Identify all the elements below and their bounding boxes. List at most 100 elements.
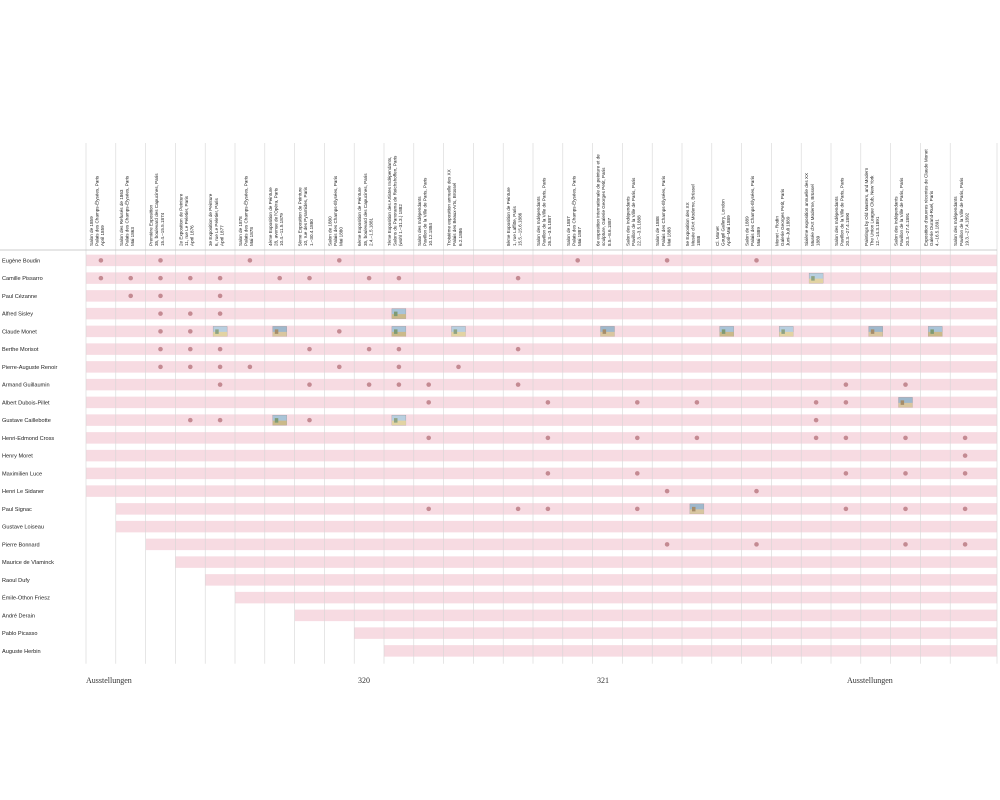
column-header-line: Mai 1878	[249, 227, 254, 246]
column-header-line: sculpture, Galerie Georges Petit, Paris	[601, 167, 606, 246]
exhibition-dot	[575, 258, 580, 263]
exhibition-dot	[188, 329, 193, 334]
row-band	[86, 432, 997, 444]
column-header: 6ème Exposition de Peinture35, boulevard…	[357, 173, 373, 246]
column-header-line: 28, avenue de l'Opéra, Paris	[273, 187, 278, 246]
column-header-line: Musée d'Art Moderne, Brüssel	[810, 184, 815, 246]
exhibition-dot	[515, 506, 521, 512]
exhibition-dot	[515, 346, 521, 352]
artist-name: André Derain	[2, 613, 35, 619]
column-header-line: April 1876	[190, 225, 195, 246]
column-header-line: 10.4.–11.5.1879	[279, 213, 284, 246]
exhibition-dot	[545, 506, 551, 512]
column-header-line: Salon des Indépendants	[417, 196, 422, 246]
exhibition-dot	[426, 435, 432, 441]
painting-thumbnail	[808, 272, 824, 284]
exhibition-dot	[962, 471, 968, 476]
exhibition-dot	[664, 488, 670, 494]
row-band	[86, 290, 997, 302]
column-header-line: April 1859	[100, 225, 105, 246]
column-header: Salon des IndépendantsPavillon de la Vil…	[894, 177, 910, 246]
column-header-line: 35, boulevard des Capucines, Paris	[363, 173, 368, 246]
artist-name: Albert Dubois-Pillet	[2, 400, 50, 406]
exhibition-dot	[962, 453, 968, 458]
column-header: 2e Exposition de Peinture11, rue Le Pele…	[178, 193, 194, 246]
exhibition-dot	[962, 435, 968, 441]
column-header-line: Mai 1880	[339, 227, 344, 246]
column-header: Exposition d'œuvres récentes de Claude M…	[923, 149, 939, 246]
column-header-line: Paintings by Old Masters, and Modern	[864, 167, 869, 246]
column-header-line: 19.3.–27.4.1892	[964, 212, 969, 246]
exhibition-dot	[158, 311, 163, 316]
column-header: 3e Exposition de Peinture6, rue Le Pelet…	[208, 193, 224, 246]
column-header: Cl. MonetGoupil Gallery, LondonApril–Mai…	[715, 199, 731, 246]
exhibition-dot	[128, 275, 133, 281]
exhibition-dot	[903, 382, 908, 387]
painting-thumbnail	[391, 414, 407, 426]
row-band	[86, 449, 997, 462]
artist-name: Camille Pissarro	[2, 276, 43, 282]
artist-name: Gustave Loiseau	[2, 525, 44, 531]
column-header-line: 20.3.–27.4.1891	[905, 212, 910, 246]
column-header: Salon de 1880Palais des Champs-Élysées, …	[327, 175, 343, 246]
column-header-line: Palais des Beaux-Arts, Brüssel	[452, 183, 457, 246]
row-band	[86, 343, 997, 355]
row-band	[115, 503, 998, 515]
exhibition-dot	[307, 346, 312, 352]
painting-thumbnail	[451, 326, 466, 337]
exhibition-dot	[545, 435, 551, 441]
column-header: 5e Exposition des XXMusée d'Art Moderne,…	[685, 184, 701, 246]
column-header-line: Salon des Indépendants	[834, 196, 839, 246]
row-band	[115, 520, 998, 533]
exhibition-dot	[396, 364, 402, 370]
column-header: 5ème Exposition de Peinture10, rue des P…	[298, 186, 314, 246]
column-header-line: 1889	[815, 235, 820, 246]
column-header-line: Palais des Champs-Élysées, Paris	[660, 175, 666, 246]
painting-thumbnail	[391, 326, 407, 337]
exhibition-dot	[664, 258, 670, 263]
column-header-line: 20.3.–27.4.1890	[845, 212, 850, 246]
artist-name: Alfred Sisley	[2, 312, 33, 318]
column-header-line: April–Mai 1889	[726, 215, 731, 246]
artist-name: Auguste Herbin	[2, 649, 41, 655]
exhibition-dot	[694, 435, 700, 441]
column-header: Salon de 1878Palais des Champs-Élysées, …	[238, 175, 254, 246]
column-header: 4ème Exposition de Peinture28, avenue de…	[268, 187, 284, 246]
exhibition-dot	[843, 435, 849, 441]
column-header-line: Salon de 1880	[327, 216, 332, 246]
column-header-line: Première Exposition	[149, 204, 154, 246]
artist-name: Henry Moret	[2, 454, 33, 460]
column-header-line: Galerie Durand-Ruel, Paris	[929, 190, 934, 246]
exhibition-dot	[247, 258, 253, 263]
column-header: Sixième exposition annuelle des XXMusée …	[804, 173, 820, 246]
exhibition-dot	[128, 293, 133, 299]
exhibition-dot	[456, 364, 461, 370]
exhibition-dot	[754, 542, 759, 547]
row-band	[86, 414, 997, 426]
column-header: Troisième exposition annuelle des XXPala…	[447, 169, 463, 246]
column-header-line: Pavillon de la Ville de Paris, Paris	[542, 177, 547, 246]
page-number-left: 320	[358, 676, 370, 685]
column-header: 8ème Exposition de Peinture1, rue Laffit…	[506, 187, 522, 246]
column-header-line: 6ème Exposition de Peinture	[357, 187, 362, 246]
column-header: Salon des IndépendantsPavillon de la Vil…	[417, 177, 433, 246]
exhibition-dot	[217, 311, 223, 316]
exhibition-dot	[754, 488, 759, 494]
exhibition-dot	[366, 346, 372, 352]
column-header-line: Salon de 1859	[89, 216, 94, 246]
exhibition-dot	[366, 382, 372, 387]
page-number-right: 321	[597, 676, 609, 685]
exhibition-dot	[903, 435, 908, 441]
column-header-line: 6.2.1886	[458, 228, 463, 246]
column-header-line: Palais des Champs-Élysées, Paris	[94, 175, 100, 246]
column-header-line: Palais des Champs-Élysées, Paris	[123, 175, 129, 246]
exhibition-dot	[664, 542, 670, 547]
exhibition-dot	[903, 506, 908, 512]
column-header: 7ème Exposition des Artistes Indépendant…	[387, 155, 403, 246]
footer-right-label: Ausstellungen	[847, 676, 893, 685]
painting-thumbnail	[898, 397, 913, 408]
column-header: Première Exposition35, boulevard des Cap…	[149, 173, 165, 246]
column-header-line: Palais des Champs-Élysées, Paris	[749, 175, 755, 246]
artist-name: Paul Signac	[2, 507, 32, 513]
row-band	[205, 574, 997, 586]
